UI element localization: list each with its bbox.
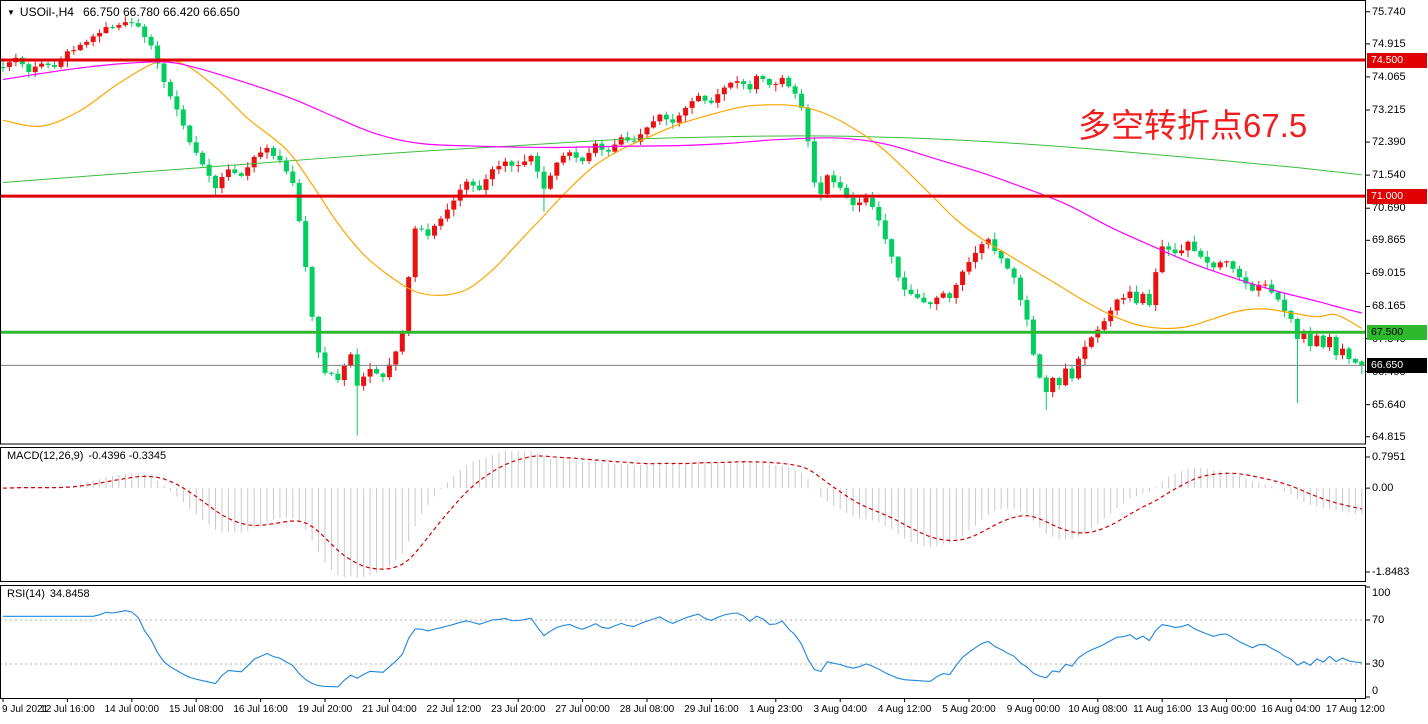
ma-slow-green (2, 135, 1362, 183)
macd-values: -0.4396 -0.3345 (88, 450, 167, 462)
time-axis-label: 22 Jul 12:00 (426, 704, 482, 715)
macd-axis-label: -1.8483 (1372, 566, 1410, 578)
macd-axis-label: 0.7951 (1372, 451, 1406, 463)
ohlc-values: 66.750 66.780 66.420 66.650 (82, 5, 240, 19)
rsi-line (3, 610, 1362, 688)
time-axis-label: 1 Aug 23:00 (749, 704, 803, 715)
symbol-timeframe-label: USOil-,H4 (19, 5, 74, 19)
price-axis-label: 75.740 (1372, 5, 1406, 18)
rsi-axis-label: 0 (1372, 685, 1379, 697)
macd-indicator-header: MACD(12,26,9) -0.4396 -0.3345 (7, 450, 166, 462)
price-axis-label: 74.915 (1372, 37, 1406, 50)
time-axis-label: 23 Jul 20:00 (490, 704, 546, 715)
time-axis-label: 28 Jul 08:00 (619, 704, 675, 715)
time-axis-label: 21 Jul 04:00 (362, 704, 417, 715)
time-axis-label: 4 Aug 12:00 (877, 704, 932, 715)
rsi-axis-label: 30 (1372, 658, 1385, 670)
annotation-text: 多空转折点67.5 (1078, 107, 1308, 144)
time-axis-label: 12 Jul 16:00 (40, 704, 95, 715)
time-axis-label: 14 Jul 00:00 (104, 704, 160, 715)
price-axis-label: 65.640 (1372, 398, 1406, 411)
macd-signal-line (2, 455, 1362, 570)
time-axis-label: 3 Aug 04:00 (813, 704, 867, 715)
macd-histogram (8, 451, 1363, 578)
rsi-axis-label: 70 (1372, 614, 1385, 626)
chart-header: ▼ USOil-,H4 66.750 66.780 66.420 66.650 (7, 5, 240, 19)
price-level-badge: 71.000 (1367, 188, 1427, 204)
price-axis-label: 68.165 (1372, 300, 1406, 313)
time-axis-label: 5 Aug 20:00 (942, 704, 996, 715)
price-axis-label: 70.690 (1372, 202, 1406, 215)
price-axis-label: 69.015 (1372, 267, 1406, 280)
time-axis-label: 17 Aug 12:00 (1325, 704, 1385, 715)
time-axis-label: 27 Jul 00:00 (555, 704, 610, 715)
time-axis-label: 15 Jul 08:00 (168, 704, 224, 715)
price-level-badge: 67.500 (1367, 324, 1427, 340)
price-axis-label: 69.865 (1372, 234, 1406, 247)
ma-mid-orange (2, 59, 1363, 330)
time-axis-label: 16 Aug 04:00 (1261, 704, 1321, 715)
rsi-indicator-header: RSI(14) 34.8458 (7, 588, 90, 600)
ma-slower-magenta (2, 61, 1362, 314)
macd-label: MACD(12,26,9) (7, 450, 84, 462)
time-axis-label: 9 Aug 00:00 (1006, 704, 1061, 715)
price-axis-label: 71.540 (1372, 169, 1406, 182)
price-axis-label: 72.390 (1372, 136, 1406, 149)
price-level-badge: 74.500 (1367, 52, 1427, 68)
rsi-label: RSI(14) (7, 588, 45, 600)
rsi-axis-label: 100 (1372, 587, 1391, 599)
time-axis-label: 10 Aug 08:00 (1068, 704, 1128, 715)
time-axis-label: 11 Aug 16:00 (1133, 704, 1192, 715)
macd-axis-label: 0.00 (1372, 482, 1394, 495)
price-axis-label: 73.215 (1372, 103, 1406, 116)
rsi-value: 34.8458 (49, 588, 90, 600)
time-axis-label: 19 Jul 20:00 (297, 704, 353, 715)
price-axis-label: 74.065 (1372, 70, 1406, 83)
symbol-dropdown-icon[interactable]: ▼ (7, 8, 15, 17)
time-axis-label: 9 Jul 2021 (2, 704, 49, 715)
candles (0, 16, 1365, 436)
time-axis-label: 29 Jul 16:00 (684, 704, 739, 715)
time-axis-label: 16 Jul 16:00 (233, 704, 288, 715)
time-axis-label: 13 Aug 00:00 (1197, 704, 1257, 715)
price-axis-label: 64.815 (1372, 430, 1406, 443)
current-price-badge: 66.650 (1367, 357, 1427, 373)
